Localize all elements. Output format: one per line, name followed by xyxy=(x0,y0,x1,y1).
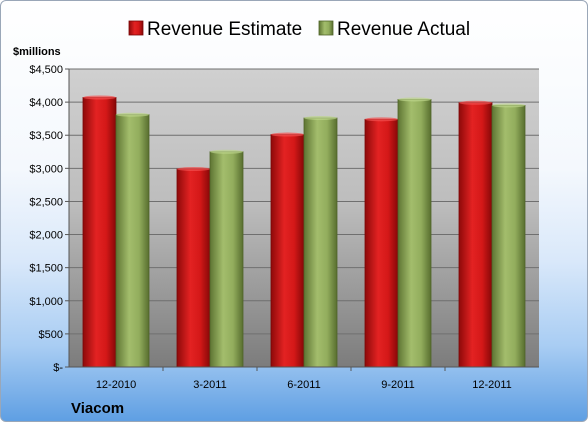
legend: Revenue Estimate Revenue Actual xyxy=(128,19,470,40)
bar-estimate-12-2011 xyxy=(458,102,493,368)
legend-swatch-actual xyxy=(318,20,334,36)
company-label: Viacom xyxy=(71,400,124,417)
y-tick-label: $3,500 xyxy=(29,130,63,142)
bar-actual-12-2011 xyxy=(491,105,526,368)
bar-top-highlight xyxy=(210,149,243,154)
bar-actual-12-2010 xyxy=(115,114,150,368)
bar-top-highlight xyxy=(459,100,492,105)
bar-top-highlight xyxy=(492,103,525,108)
bar-actual-6-2011 xyxy=(303,117,338,368)
x-tick-label: 12-2011 xyxy=(472,379,512,391)
legend-swatch-estimate xyxy=(128,20,144,36)
x-axis: 12-2010 3-2011 6-2011 9-2011 12-2011 xyxy=(69,366,539,391)
bar-estimate-12-2010 xyxy=(82,97,117,368)
bar-estimate-6-2011 xyxy=(270,134,305,368)
y-tick-label: $2,000 xyxy=(29,230,63,242)
legend-label-estimate: Revenue Estimate xyxy=(147,19,302,40)
y-tick-label: $4,000 xyxy=(29,97,63,109)
bar-top-highlight xyxy=(177,166,210,171)
bar-top-highlight xyxy=(304,116,337,121)
bar-estimate-9-2011 xyxy=(364,118,399,368)
bar-top-highlight xyxy=(116,112,149,117)
x-tick-label: 9-2011 xyxy=(381,379,414,391)
y-tick-label: $2,500 xyxy=(29,196,63,208)
y-axis: $- $500 $1,000 $1,500 $2,000 $2,500 $3,000 $3,5… xyxy=(29,64,70,374)
y-tick-label: $- xyxy=(53,362,63,374)
bar-top-highlight xyxy=(365,117,398,122)
bar-actual-3-2011 xyxy=(209,151,244,368)
legend-label-actual: Revenue Actual xyxy=(337,19,470,40)
y-tick-label: $1,000 xyxy=(29,296,63,308)
y-tick-label: $4,500 xyxy=(29,64,63,76)
bars xyxy=(82,95,526,368)
x-tick-label: 6-2011 xyxy=(287,379,320,391)
bar-top-highlight xyxy=(83,95,116,100)
x-tick-label: 3-2011 xyxy=(193,379,226,391)
bar-actual-9-2011 xyxy=(397,99,432,368)
bar-top-highlight xyxy=(398,97,431,102)
bar-estimate-3-2011 xyxy=(176,168,211,368)
y-tick-label: $500 xyxy=(39,329,63,341)
y-tick-label: $3,000 xyxy=(29,163,63,175)
x-tick-label: 12-2010 xyxy=(96,379,136,391)
bar-top-highlight xyxy=(271,132,304,137)
y-tick-label: $1,500 xyxy=(29,263,63,275)
unit-label: $millions xyxy=(13,46,61,58)
